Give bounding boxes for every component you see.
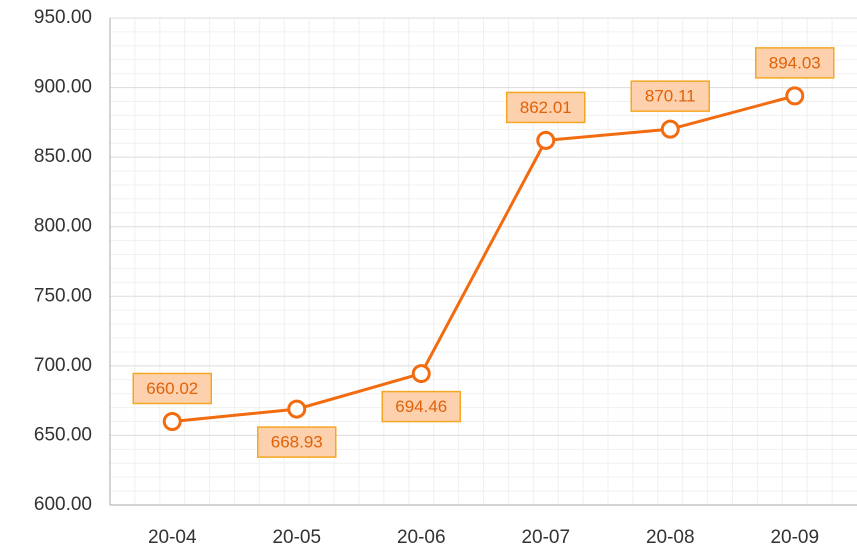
x-tick-label: 20-05 bbox=[272, 527, 321, 548]
x-tick-label: 20-07 bbox=[521, 527, 570, 548]
marker bbox=[536, 130, 556, 150]
x-tick-label: 20-08 bbox=[646, 527, 695, 548]
data-label: 894.03 bbox=[769, 53, 821, 72]
y-tick-label: 700.00 bbox=[34, 355, 92, 376]
data-label: 668.93 bbox=[271, 433, 323, 452]
y-tick-label: 800.00 bbox=[34, 216, 92, 237]
data-label-box bbox=[132, 372, 212, 405]
data-label-box bbox=[755, 47, 835, 79]
data-label: 862.01 bbox=[520, 98, 572, 117]
y-tick-label: 600.00 bbox=[34, 494, 92, 515]
x-tick-label: 20-06 bbox=[397, 527, 446, 548]
data-label-box bbox=[257, 426, 337, 458]
marker bbox=[660, 119, 680, 139]
data-label-box bbox=[506, 91, 586, 124]
x-tick-label: 20-04 bbox=[148, 527, 197, 548]
data-label-box bbox=[630, 80, 710, 112]
y-tick-label: 750.00 bbox=[34, 285, 92, 306]
y-tick-label: 850.00 bbox=[34, 146, 92, 167]
x-tick-label: 20-09 bbox=[770, 527, 819, 548]
line bbox=[172, 94, 796, 423]
data-label-box bbox=[381, 390, 461, 423]
data-label: 694.46 bbox=[395, 397, 447, 416]
data-label: 870.11 bbox=[645, 87, 696, 106]
y-tick-label: 650.00 bbox=[34, 424, 92, 445]
marker bbox=[287, 399, 307, 419]
marker bbox=[785, 86, 805, 106]
y-tick-label: 900.00 bbox=[34, 77, 92, 98]
marker bbox=[411, 364, 431, 384]
y-tick-label: 950.00 bbox=[34, 7, 92, 28]
data-label: 660.02 bbox=[146, 379, 198, 398]
marker bbox=[162, 411, 182, 431]
